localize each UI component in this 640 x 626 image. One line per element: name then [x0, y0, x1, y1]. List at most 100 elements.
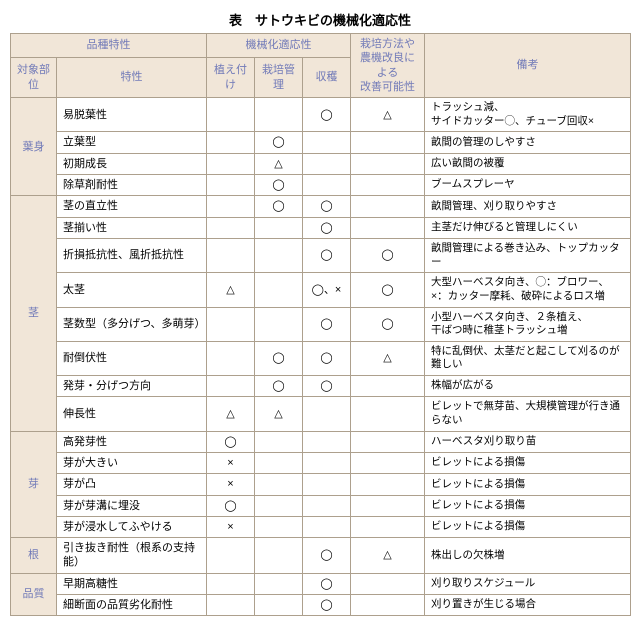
- manage-cell: [255, 238, 303, 272]
- group-cell: 葉身: [11, 98, 57, 196]
- manage-cell: ◯: [255, 376, 303, 397]
- table-row: 芽高発芽性◯ハーベスタ刈り取り苗: [11, 431, 631, 452]
- plant-cell: [207, 307, 255, 341]
- improve-cell: [351, 431, 425, 452]
- trait-cell: 引き抜き耐性（根系の支持能）: [57, 538, 207, 574]
- harvest-cell: [303, 175, 351, 196]
- hdr-mech: 機械化適応性: [207, 34, 351, 58]
- table-row: 芽が大きい× ビレットによる損傷: [11, 452, 631, 473]
- trait-cell: 芽が芽溝に埋没: [57, 495, 207, 516]
- trait-cell: 易脱葉性: [57, 98, 207, 132]
- hdr-note: 備考: [425, 34, 631, 98]
- improve-cell: △: [351, 98, 425, 132]
- table-row: 立葉型 ◯ 畝間の管理のしやすさ: [11, 132, 631, 153]
- hdr-harvest: 収穫: [303, 58, 351, 98]
- plant-cell: [207, 341, 255, 375]
- note-cell: 株幅が広がる: [425, 376, 631, 397]
- improve-cell: [351, 196, 425, 217]
- trait-cell: 太茎: [57, 273, 207, 307]
- hdr-plant: 植え付け: [207, 58, 255, 98]
- improve-cell: ◯: [351, 273, 425, 307]
- table-row: 茎揃い性◯主茎だけ伸びると管理しにくい: [11, 217, 631, 238]
- harvest-cell: ◯: [303, 217, 351, 238]
- plant-cell: [207, 153, 255, 174]
- plant-cell: ◯: [207, 495, 255, 516]
- harvest-cell: ◯: [303, 341, 351, 375]
- plant-cell: [207, 196, 255, 217]
- table-row: 根引き抜き耐性（根系の支持能）◯△株出しの欠株増: [11, 538, 631, 574]
- note-cell: ブームスプレーヤ: [425, 175, 631, 196]
- harvest-cell: [303, 431, 351, 452]
- trait-cell: 立葉型: [57, 132, 207, 153]
- manage-cell: ◯: [255, 196, 303, 217]
- manage-cell: [255, 273, 303, 307]
- sugarcane-table: 品種特性 機械化適応性 栽培方法や農機改良による改善可能性 備考 対象部位 特性…: [10, 33, 631, 616]
- note-cell: ハーベスタ刈り取り苗: [425, 431, 631, 452]
- harvest-cell: [303, 495, 351, 516]
- manage-cell: ◯: [255, 175, 303, 196]
- plant-cell: [207, 238, 255, 272]
- table-row: 茎数型（多分げつ、多萌芽）◯◯小型ハーベスタ向き、２条植え、干ばつ時に稚茎トラッ…: [11, 307, 631, 341]
- manage-cell: [255, 495, 303, 516]
- manage-cell: [255, 307, 303, 341]
- improve-cell: [351, 595, 425, 616]
- trait-cell: 折損抵抗性、風折抵抗性: [57, 238, 207, 272]
- note-cell: 広い畝間の被覆: [425, 153, 631, 174]
- plant-cell: [207, 538, 255, 574]
- plant-cell: [207, 175, 255, 196]
- trait-cell: 芽が大きい: [57, 452, 207, 473]
- manage-cell: [255, 538, 303, 574]
- group-cell: 茎: [11, 196, 57, 431]
- hdr-trait: 特性: [57, 58, 207, 98]
- improve-cell: [351, 474, 425, 495]
- improve-cell: [351, 217, 425, 238]
- note-cell: 大型ハーベスタ向き、◯：ブロワー、×：カッター摩耗、破砕によるロス増: [425, 273, 631, 307]
- note-cell: 刈り取りスケジュール: [425, 573, 631, 594]
- trait-cell: 初期成長: [57, 153, 207, 174]
- manage-cell: [255, 474, 303, 495]
- note-cell: ビレットによる損傷: [425, 474, 631, 495]
- improve-cell: △: [351, 341, 425, 375]
- note-cell: トラッシュ減、サイドカッター◯、チューブ回収×: [425, 98, 631, 132]
- trait-cell: 発芽・分げつ方向: [57, 376, 207, 397]
- improve-cell: [351, 516, 425, 537]
- improve-cell: [351, 153, 425, 174]
- note-cell: 小型ハーベスタ向き、２条植え、干ばつ時に稚茎トラッシュ増: [425, 307, 631, 341]
- trait-cell: 茎の直立性: [57, 196, 207, 217]
- table-title: 表 サトウキビの機械化適応性: [10, 10, 630, 29]
- trait-cell: 細断面の品質劣化耐性: [57, 595, 207, 616]
- harvest-cell: ◯: [303, 376, 351, 397]
- manage-cell: [255, 573, 303, 594]
- table-row: 茎茎の直立性◯◯畝間管理、刈り取りやすさ: [11, 196, 631, 217]
- trait-cell: 茎数型（多分げつ、多萌芽）: [57, 307, 207, 341]
- improve-cell: [351, 175, 425, 196]
- hdr-part: 対象部位: [11, 58, 57, 98]
- group-cell: 芽: [11, 431, 57, 537]
- improve-cell: [351, 376, 425, 397]
- plant-cell: △: [207, 273, 255, 307]
- plant-cell: ×: [207, 452, 255, 473]
- note-cell: ビレットによる損傷: [425, 452, 631, 473]
- table-row: 除草剤耐性◯ブームスプレーヤ: [11, 175, 631, 196]
- harvest-cell: ◯: [303, 538, 351, 574]
- improve-cell: ◯: [351, 238, 425, 272]
- manage-cell: △: [255, 153, 303, 174]
- improve-cell: [351, 573, 425, 594]
- improve-cell: ◯: [351, 307, 425, 341]
- harvest-cell: ◯: [303, 595, 351, 616]
- harvest-cell: ◯: [303, 196, 351, 217]
- manage-cell: △: [255, 397, 303, 431]
- manage-cell: [255, 516, 303, 537]
- harvest-cell: [303, 474, 351, 495]
- note-cell: 畝間管理による巻き込み、トップカッター: [425, 238, 631, 272]
- plant-cell: ×: [207, 516, 255, 537]
- table-row: 太茎△◯、×◯大型ハーベスタ向き、◯：ブロワー、×：カッター摩耗、破砕によるロス…: [11, 273, 631, 307]
- harvest-cell: [303, 132, 351, 153]
- note-cell: 畝間の管理のしやすさ: [425, 132, 631, 153]
- plant-cell: [207, 98, 255, 132]
- hdr-variety: 品種特性: [11, 34, 207, 58]
- trait-cell: 茎揃い性: [57, 217, 207, 238]
- trait-cell: 伸長性: [57, 397, 207, 431]
- plant-cell: [207, 376, 255, 397]
- manage-cell: ◯: [255, 132, 303, 153]
